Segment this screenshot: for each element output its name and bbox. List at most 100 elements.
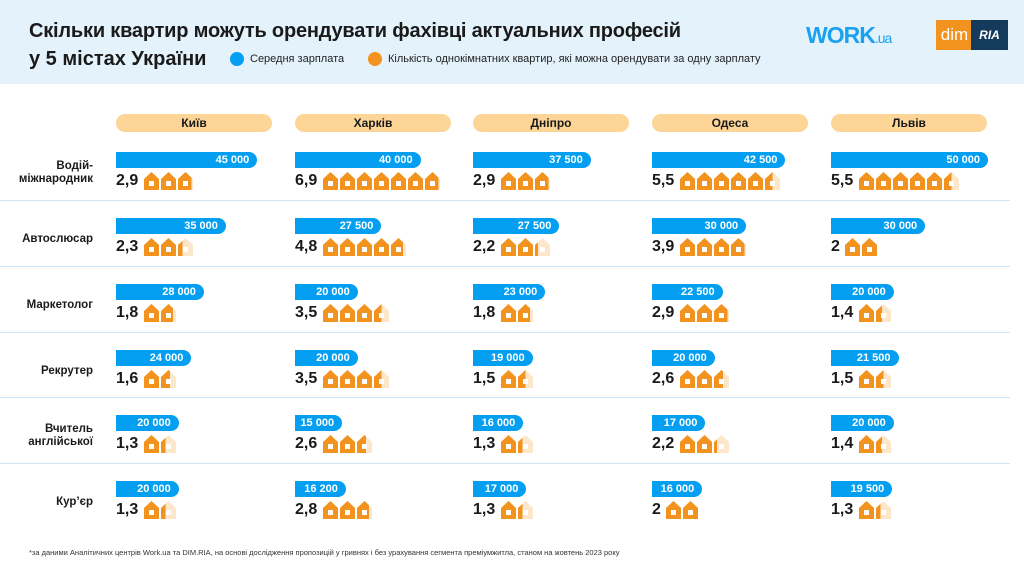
salary-bar: 20 000 [116, 415, 179, 431]
apartment-count: 2,2 [473, 238, 496, 255]
houses [501, 370, 535, 388]
row-divider [0, 266, 1010, 267]
legend-salary-label: Середня зарплата [250, 53, 345, 65]
house-icon [518, 370, 533, 388]
house-icon [876, 501, 891, 519]
header [0, 0, 1024, 84]
house-icon [178, 172, 193, 190]
house-icon [680, 238, 695, 256]
apartment-count: 2,9 [116, 172, 139, 189]
work-ua-logo: WORK.ua [806, 22, 892, 48]
house-icon [518, 304, 533, 322]
house-icon [859, 501, 874, 519]
houses [323, 370, 391, 388]
profession-label: Водій- міжнародник [18, 160, 93, 185]
house-icon [340, 172, 355, 190]
house-icon [161, 435, 176, 453]
apartment-count: 1,3 [473, 435, 496, 452]
house-icon [518, 238, 533, 256]
legend-salary: Середня зарплата [230, 52, 344, 66]
city-header: Харків [295, 114, 451, 132]
house-icon [748, 172, 763, 190]
house-icon [697, 172, 712, 190]
house-icon [161, 304, 176, 322]
row-divider [0, 463, 1010, 464]
salary-bar: 15 000 [295, 415, 343, 431]
salary-bar: 20 000 [116, 481, 179, 497]
house-icon [731, 172, 746, 190]
house-icon [714, 370, 729, 388]
legend-apartments-label: Кількість однокімнатних квартир, які мож… [388, 53, 761, 65]
house-icon [144, 370, 159, 388]
houses [323, 501, 374, 519]
house-icon [859, 304, 874, 322]
houses [666, 501, 700, 519]
houses [859, 501, 893, 519]
title-line-1: Скільки квартир можуть орендувати фахівц… [29, 20, 681, 42]
house-icon [323, 172, 338, 190]
house-icon [944, 172, 959, 190]
house-icon [518, 435, 533, 453]
apartment-count: 2,6 [652, 370, 675, 387]
houses [323, 238, 408, 256]
house-icon [323, 501, 338, 519]
salary-bar: 37 500 [473, 152, 591, 168]
apartment-count: 1,8 [116, 304, 139, 321]
house-icon [666, 501, 681, 519]
house-icon [144, 435, 159, 453]
house-icon [340, 435, 355, 453]
salary-bar: 16 000 [652, 481, 703, 497]
houses [144, 172, 195, 190]
salary-bar: 16 000 [473, 415, 524, 431]
apartment-count: 1,3 [116, 501, 139, 518]
apartment-count: 1,3 [831, 501, 854, 518]
apartment-count: 2,2 [652, 435, 675, 452]
apartment-count: 2,9 [473, 172, 496, 189]
salary-bar: 22 500 [652, 284, 723, 300]
house-icon [876, 304, 891, 322]
house-icon [683, 501, 698, 519]
house-icon [340, 304, 355, 322]
salary-bar: 45 000 [116, 152, 258, 168]
profession-label: Автослюсар [22, 233, 93, 245]
salary-bar: 20 000 [652, 350, 715, 366]
salary-bar: 30 000 [652, 218, 747, 234]
legend-apartments: Кількість однокімнатних квартир, які мож… [368, 52, 761, 66]
house-icon [859, 435, 874, 453]
house-icon [144, 501, 159, 519]
house-icon [161, 501, 176, 519]
salary-bar: 17 000 [473, 481, 527, 497]
houses [859, 304, 893, 322]
salary-bar: 20 000 [295, 284, 358, 300]
house-icon [680, 172, 695, 190]
house-icon [862, 238, 877, 256]
salary-bar: 30 000 [831, 218, 926, 234]
houses [144, 501, 178, 519]
house-icon [501, 501, 516, 519]
house-icon [927, 172, 942, 190]
row-divider [0, 332, 1010, 333]
houses [144, 370, 178, 388]
house-icon [374, 304, 389, 322]
houses [501, 304, 535, 322]
city-header: Одеса [652, 114, 808, 132]
house-icon [144, 304, 159, 322]
apartment-count: 2,9 [652, 304, 675, 321]
houses [144, 435, 178, 453]
profession-label: Маркетолог [26, 299, 93, 311]
house-icon [161, 370, 176, 388]
row-divider [0, 397, 1010, 398]
house-icon [535, 172, 550, 190]
house-icon [731, 238, 746, 256]
houses [680, 435, 731, 453]
apartment-count: 6,9 [295, 172, 318, 189]
house-icon [374, 172, 389, 190]
profession-label: Кур’єр [56, 496, 93, 508]
house-icon [845, 238, 860, 256]
apartment-count: 4,8 [295, 238, 318, 255]
apartment-count: 2,6 [295, 435, 318, 452]
houses [501, 172, 552, 190]
orange-dot-icon [368, 52, 382, 66]
apartment-count: 1,5 [831, 370, 854, 387]
apartment-count: 2 [652, 501, 661, 518]
